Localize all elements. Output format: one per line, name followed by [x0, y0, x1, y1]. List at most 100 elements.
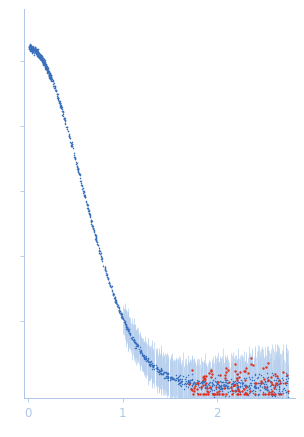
Point	[257, 371, 262, 378]
Point	[262, 382, 267, 389]
Point	[253, 384, 258, 391]
Point	[30, 46, 35, 53]
Point	[64, 124, 69, 131]
Point	[157, 368, 162, 375]
Point	[55, 93, 60, 100]
Point	[236, 371, 240, 378]
Point	[59, 106, 64, 113]
Point	[202, 380, 207, 387]
Point	[220, 390, 225, 397]
Point	[57, 98, 61, 105]
Point	[43, 60, 47, 67]
Point	[41, 58, 46, 65]
Point	[113, 297, 118, 304]
Point	[264, 384, 269, 391]
Point	[99, 253, 104, 260]
Point	[190, 382, 195, 388]
Point	[98, 250, 103, 257]
Point	[43, 61, 47, 68]
Point	[41, 58, 46, 65]
Point	[32, 45, 36, 52]
Point	[165, 374, 170, 381]
Point	[47, 72, 52, 79]
Point	[36, 51, 41, 58]
Point	[47, 73, 51, 80]
Point	[187, 381, 192, 388]
Point	[113, 297, 118, 304]
Point	[249, 374, 254, 381]
Point	[35, 52, 40, 59]
Point	[41, 58, 46, 65]
Point	[84, 198, 88, 205]
Point	[37, 53, 42, 60]
Point	[38, 55, 43, 62]
Point	[43, 61, 48, 68]
Point	[285, 378, 290, 385]
Point	[45, 66, 50, 73]
Point	[60, 108, 65, 115]
Point	[283, 370, 288, 377]
Point	[170, 376, 175, 383]
Point	[84, 201, 89, 208]
Point	[198, 379, 202, 386]
Point	[106, 274, 111, 281]
Point	[75, 166, 80, 173]
Point	[72, 154, 77, 161]
Point	[123, 322, 128, 329]
Point	[283, 372, 288, 379]
Point	[234, 384, 239, 391]
Point	[42, 61, 47, 68]
Point	[229, 381, 234, 388]
Point	[109, 283, 114, 290]
Point	[124, 323, 129, 330]
Point	[246, 382, 251, 389]
Point	[209, 367, 213, 374]
Point	[27, 45, 32, 52]
Point	[217, 390, 222, 397]
Point	[46, 68, 51, 75]
Point	[48, 74, 53, 81]
Point	[49, 77, 54, 84]
Point	[36, 51, 41, 58]
Point	[221, 385, 226, 392]
Point	[57, 97, 62, 104]
Point	[48, 70, 53, 77]
Point	[218, 372, 223, 379]
Point	[33, 43, 38, 50]
Point	[135, 341, 140, 348]
Point	[187, 380, 192, 387]
Point	[45, 65, 50, 72]
Point	[272, 385, 277, 392]
Point	[278, 379, 283, 386]
Point	[37, 55, 42, 62]
Point	[34, 51, 39, 58]
Point	[118, 307, 123, 314]
Point	[27, 45, 32, 52]
Point	[244, 387, 249, 394]
Point	[178, 379, 183, 386]
Point	[29, 48, 34, 55]
Point	[76, 170, 81, 177]
Point	[28, 44, 33, 51]
Point	[69, 139, 74, 146]
Point	[47, 69, 51, 76]
Point	[27, 44, 32, 51]
Point	[122, 319, 127, 326]
Point	[31, 45, 36, 52]
Point	[118, 309, 123, 316]
Point	[266, 359, 271, 366]
Point	[84, 201, 89, 208]
Point	[187, 380, 192, 387]
Point	[274, 377, 278, 384]
Point	[32, 45, 37, 52]
Point	[36, 50, 41, 57]
Point	[265, 384, 270, 391]
Point	[250, 362, 255, 369]
Point	[162, 368, 167, 375]
Point	[27, 43, 32, 50]
Point	[99, 249, 104, 256]
Point	[236, 395, 240, 402]
Point	[232, 367, 237, 374]
Point	[147, 362, 152, 369]
Point	[66, 128, 71, 135]
